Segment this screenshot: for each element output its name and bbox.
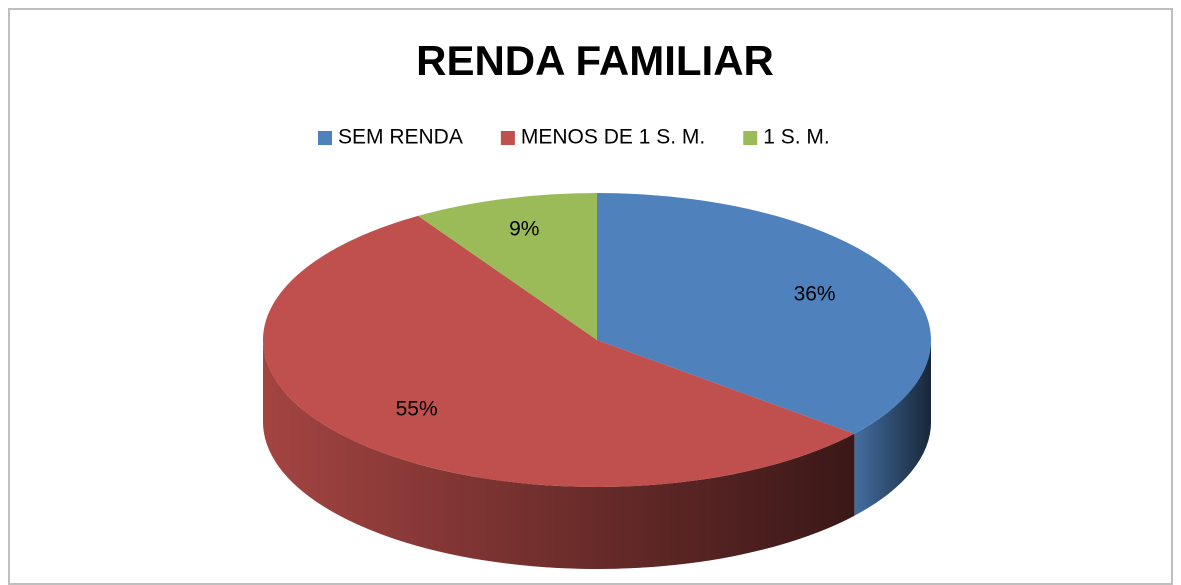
pie-slice — [418, 193, 597, 340]
legend-label: 1 S. M. — [763, 126, 830, 149]
data-label: 55% — [396, 398, 438, 421]
data-label: 36% — [794, 282, 836, 305]
pie-side-shade — [854, 340, 931, 516]
legend-label: SEM RENDA — [338, 126, 463, 149]
legend-swatch — [743, 131, 758, 145]
pie-side-shade — [263, 340, 855, 570]
pie-slice — [263, 215, 855, 487]
data-label: 9% — [509, 217, 539, 240]
pie-slice — [597, 193, 931, 434]
chart-title: RENDA FAMILIAR — [416, 37, 774, 84]
legend-swatch — [500, 131, 515, 145]
legend-swatch — [318, 131, 332, 145]
legend-label: MENOS DE 1 S. M. — [521, 126, 705, 149]
